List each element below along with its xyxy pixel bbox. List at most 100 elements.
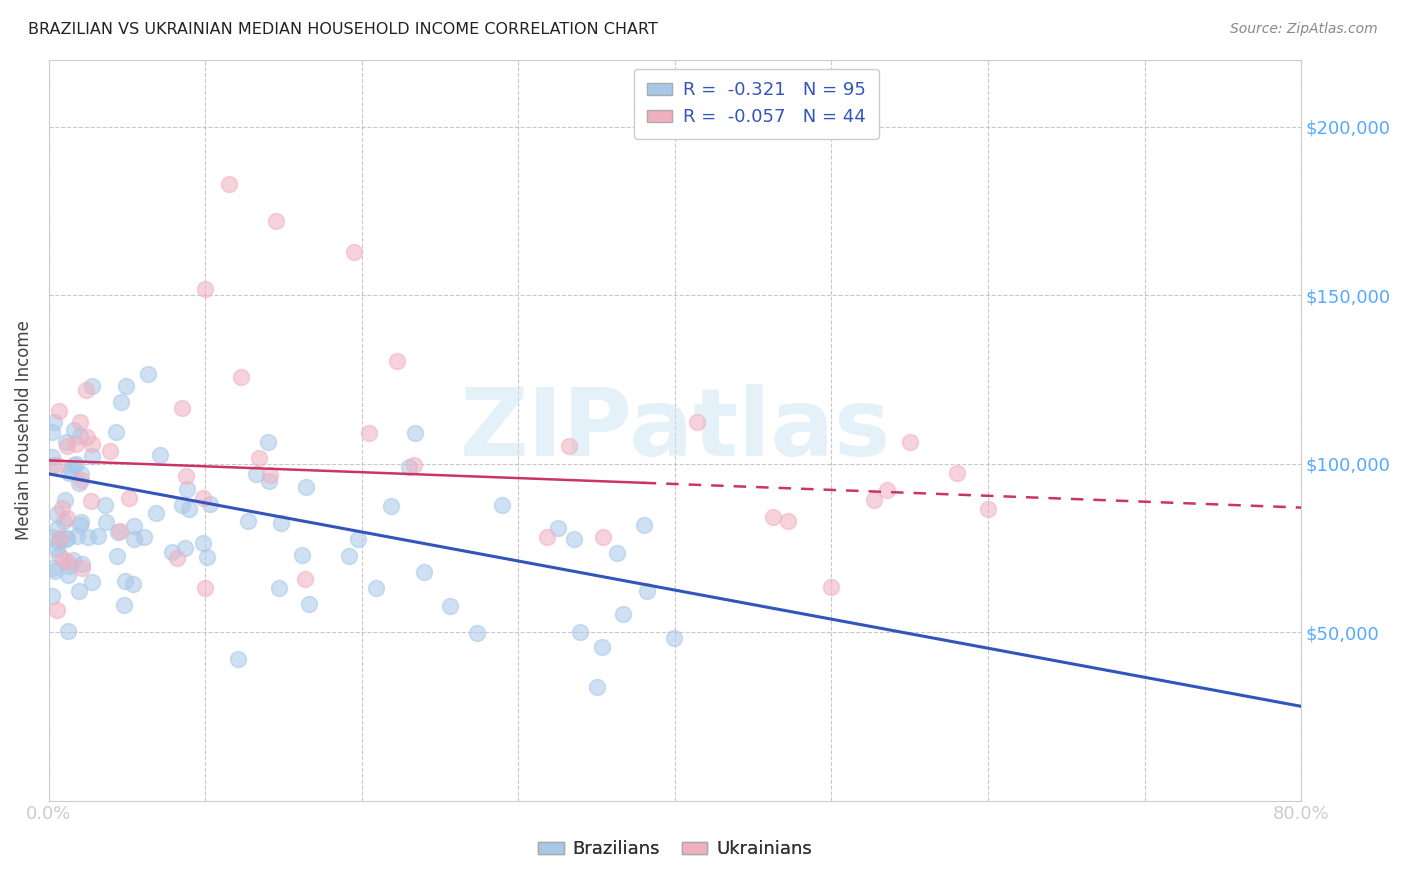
Point	[592, 530, 614, 544]
Point	[686, 415, 709, 429]
Point	[170, 401, 193, 416]
Point	[70, 473, 93, 487]
Point	[136, 367, 159, 381]
Point	[413, 565, 436, 579]
Point	[80, 379, 103, 393]
Point	[53, 514, 76, 528]
Point	[69, 518, 91, 533]
Point	[114, 574, 136, 588]
Point	[166, 550, 188, 565]
Point	[606, 546, 628, 560]
Point	[439, 599, 461, 613]
Point	[762, 510, 785, 524]
Point	[291, 548, 314, 562]
Legend: Brazilians, Ukrainians: Brazilians, Ukrainians	[531, 833, 818, 866]
Point	[48, 404, 70, 418]
Point	[172, 498, 194, 512]
Point	[195, 549, 218, 564]
Point	[45, 541, 67, 556]
Point	[264, 214, 287, 228]
Point	[132, 530, 155, 544]
Point	[46, 534, 69, 549]
Point	[122, 518, 145, 533]
Point	[633, 517, 655, 532]
Point	[114, 379, 136, 393]
Point	[56, 555, 79, 569]
Point	[41, 561, 63, 575]
Point	[977, 502, 1000, 516]
Point	[337, 549, 360, 563]
Point	[94, 498, 117, 512]
Point	[62, 458, 84, 472]
Point	[80, 437, 103, 451]
Point	[66, 529, 89, 543]
Point	[51, 501, 73, 516]
Point	[62, 553, 84, 567]
Point	[191, 536, 214, 550]
Point	[364, 581, 387, 595]
Point	[70, 558, 93, 572]
Point	[226, 652, 249, 666]
Point	[112, 599, 135, 613]
Point	[45, 458, 67, 473]
Point	[398, 460, 420, 475]
Point	[176, 482, 198, 496]
Point	[65, 437, 87, 451]
Point	[56, 624, 79, 639]
Point	[49, 532, 72, 546]
Point	[385, 353, 408, 368]
Point	[67, 584, 90, 599]
Point	[259, 474, 281, 488]
Point	[491, 498, 513, 512]
Point	[86, 528, 108, 542]
Point	[70, 515, 93, 529]
Point	[76, 531, 98, 545]
Point	[404, 426, 426, 441]
Point	[82, 449, 104, 463]
Point	[218, 178, 240, 192]
Point	[56, 532, 79, 546]
Point	[105, 549, 128, 563]
Point	[465, 625, 488, 640]
Point	[898, 435, 921, 450]
Point	[380, 499, 402, 513]
Point	[104, 425, 127, 439]
Point	[346, 533, 368, 547]
Point	[592, 640, 614, 654]
Point	[41, 450, 63, 464]
Point	[343, 244, 366, 259]
Point	[238, 514, 260, 528]
Point	[48, 548, 70, 562]
Point	[98, 443, 121, 458]
Point	[664, 631, 686, 645]
Point	[247, 450, 270, 465]
Point	[564, 532, 586, 546]
Point	[194, 581, 217, 595]
Point	[65, 457, 87, 471]
Point	[69, 415, 91, 429]
Point	[945, 467, 967, 481]
Text: ZIPatlas: ZIPatlas	[460, 384, 890, 476]
Point	[298, 597, 321, 611]
Point	[52, 551, 75, 566]
Point	[149, 448, 172, 462]
Point	[267, 581, 290, 595]
Point	[259, 467, 281, 482]
Point	[295, 480, 318, 494]
Point	[41, 531, 63, 545]
Point	[245, 467, 267, 481]
Point	[41, 589, 63, 603]
Point	[59, 462, 82, 476]
Point	[174, 469, 197, 483]
Point	[568, 625, 591, 640]
Point	[121, 576, 143, 591]
Point	[198, 497, 221, 511]
Point	[162, 545, 184, 559]
Point	[70, 467, 93, 482]
Point	[110, 524, 132, 538]
Point	[270, 516, 292, 530]
Point	[56, 511, 79, 525]
Point	[636, 584, 658, 599]
Point	[56, 439, 79, 453]
Point	[75, 383, 97, 397]
